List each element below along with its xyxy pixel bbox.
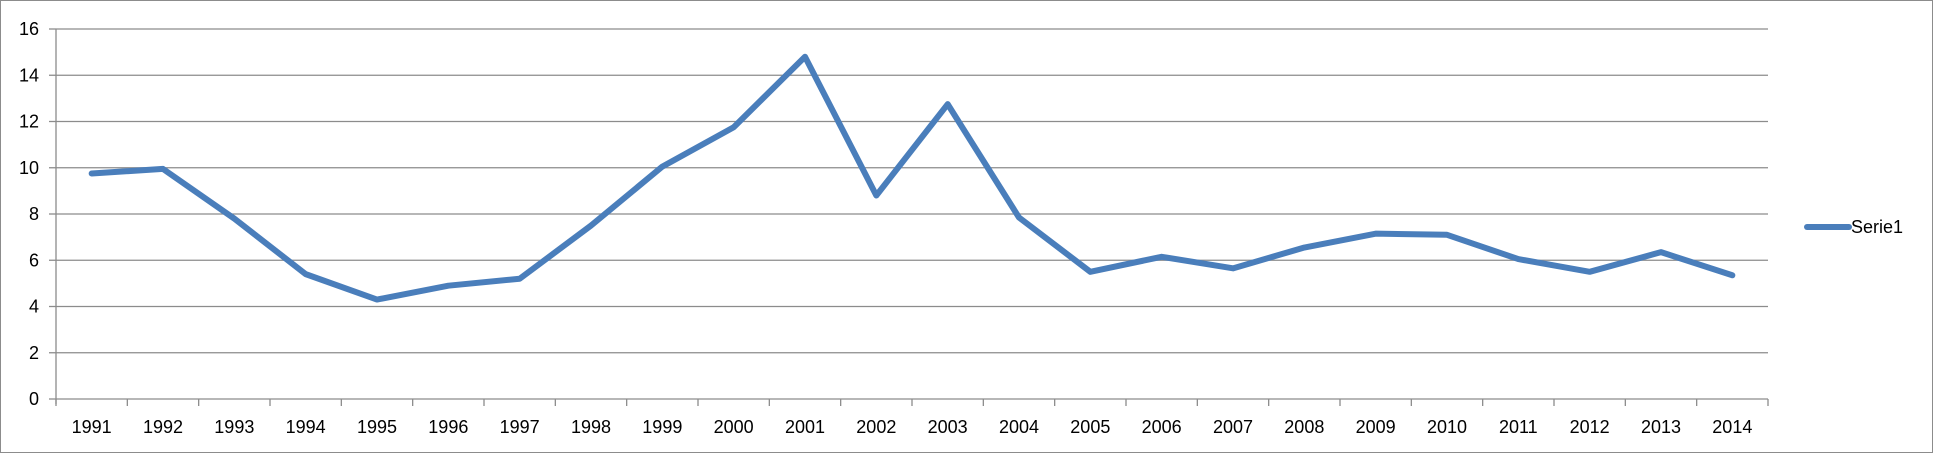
x-tick-label: 1993 (214, 417, 254, 437)
x-tick-label: 1996 (428, 417, 468, 437)
data-point (445, 283, 451, 289)
x-tick-label: 1998 (571, 417, 611, 437)
data-point (1159, 254, 1165, 260)
data-point (89, 171, 95, 177)
y-tick-label: 6 (29, 250, 39, 270)
data-point (873, 193, 879, 199)
x-tick-labels: 1991 1992 1993 1994 1995 1996 1997 1998 1999 2000… (72, 417, 1753, 437)
data-point (1373, 231, 1379, 237)
x-tick-label: 1999 (642, 417, 682, 437)
x-tick-label: 2012 (1570, 417, 1610, 437)
x-tick-label: 2014 (1712, 417, 1752, 437)
x-tick-label: 1991 (72, 417, 112, 437)
series-lines (88, 53, 1736, 303)
data-point (1230, 265, 1236, 271)
data-point (517, 276, 523, 282)
data-point (1301, 245, 1307, 251)
data-point (1444, 232, 1450, 238)
data-point (588, 223, 594, 229)
gridlines (56, 28, 1768, 354)
data-point (231, 216, 237, 222)
data-point (1087, 269, 1093, 275)
y-tick-label: 16 (19, 19, 39, 39)
x-tick-label: 2001 (785, 417, 825, 437)
y-tick-label: 0 (29, 389, 39, 409)
x-tick-label: 1997 (500, 417, 540, 437)
data-point (1016, 214, 1022, 220)
data-point (160, 166, 166, 172)
data-point (1658, 249, 1664, 255)
data-point (374, 297, 380, 303)
y-tick-label: 12 (19, 112, 39, 132)
x-tick-label: 2000 (714, 417, 754, 437)
y-tick-labels: 0 2 4 6 8 10 12 14 16 (19, 19, 39, 409)
data-point (1515, 256, 1521, 262)
data-point (659, 164, 665, 170)
y-tick-label: 4 (29, 297, 39, 317)
data-point (802, 54, 808, 60)
x-tick-label: 2007 (1213, 417, 1253, 437)
y-tick-label: 8 (29, 204, 39, 224)
legend-label: Serie1 (1851, 217, 1903, 237)
x-tick-label: 2004 (999, 417, 1039, 437)
legend: Serie1 (1804, 217, 1903, 237)
data-point (731, 124, 737, 130)
x-tick-label: 2005 (1070, 417, 1110, 437)
x-tick-label: 1994 (286, 417, 326, 437)
y-tick-label: 14 (19, 65, 39, 85)
data-point (1729, 272, 1735, 278)
x-tick-label: 2002 (856, 417, 896, 437)
data-point (945, 101, 951, 107)
y-tick-label: 10 (19, 158, 39, 178)
x-tick-label: 2009 (1356, 417, 1396, 437)
x-tick-label: 2013 (1641, 417, 1681, 437)
x-tick-label: 1995 (357, 417, 397, 437)
data-point (303, 271, 309, 277)
axes (49, 28, 1769, 406)
y-tick-label: 2 (29, 343, 39, 363)
series-line-1 (88, 53, 1736, 303)
x-tick-label: 2006 (1142, 417, 1182, 437)
x-tick-label: 2003 (928, 417, 968, 437)
x-tick-label: 1992 (143, 417, 183, 437)
data-point (1587, 269, 1593, 275)
x-tick-label: 2010 (1427, 417, 1467, 437)
x-tick-label: 2011 (1499, 417, 1538, 437)
x-tick-label: 2008 (1284, 417, 1324, 437)
